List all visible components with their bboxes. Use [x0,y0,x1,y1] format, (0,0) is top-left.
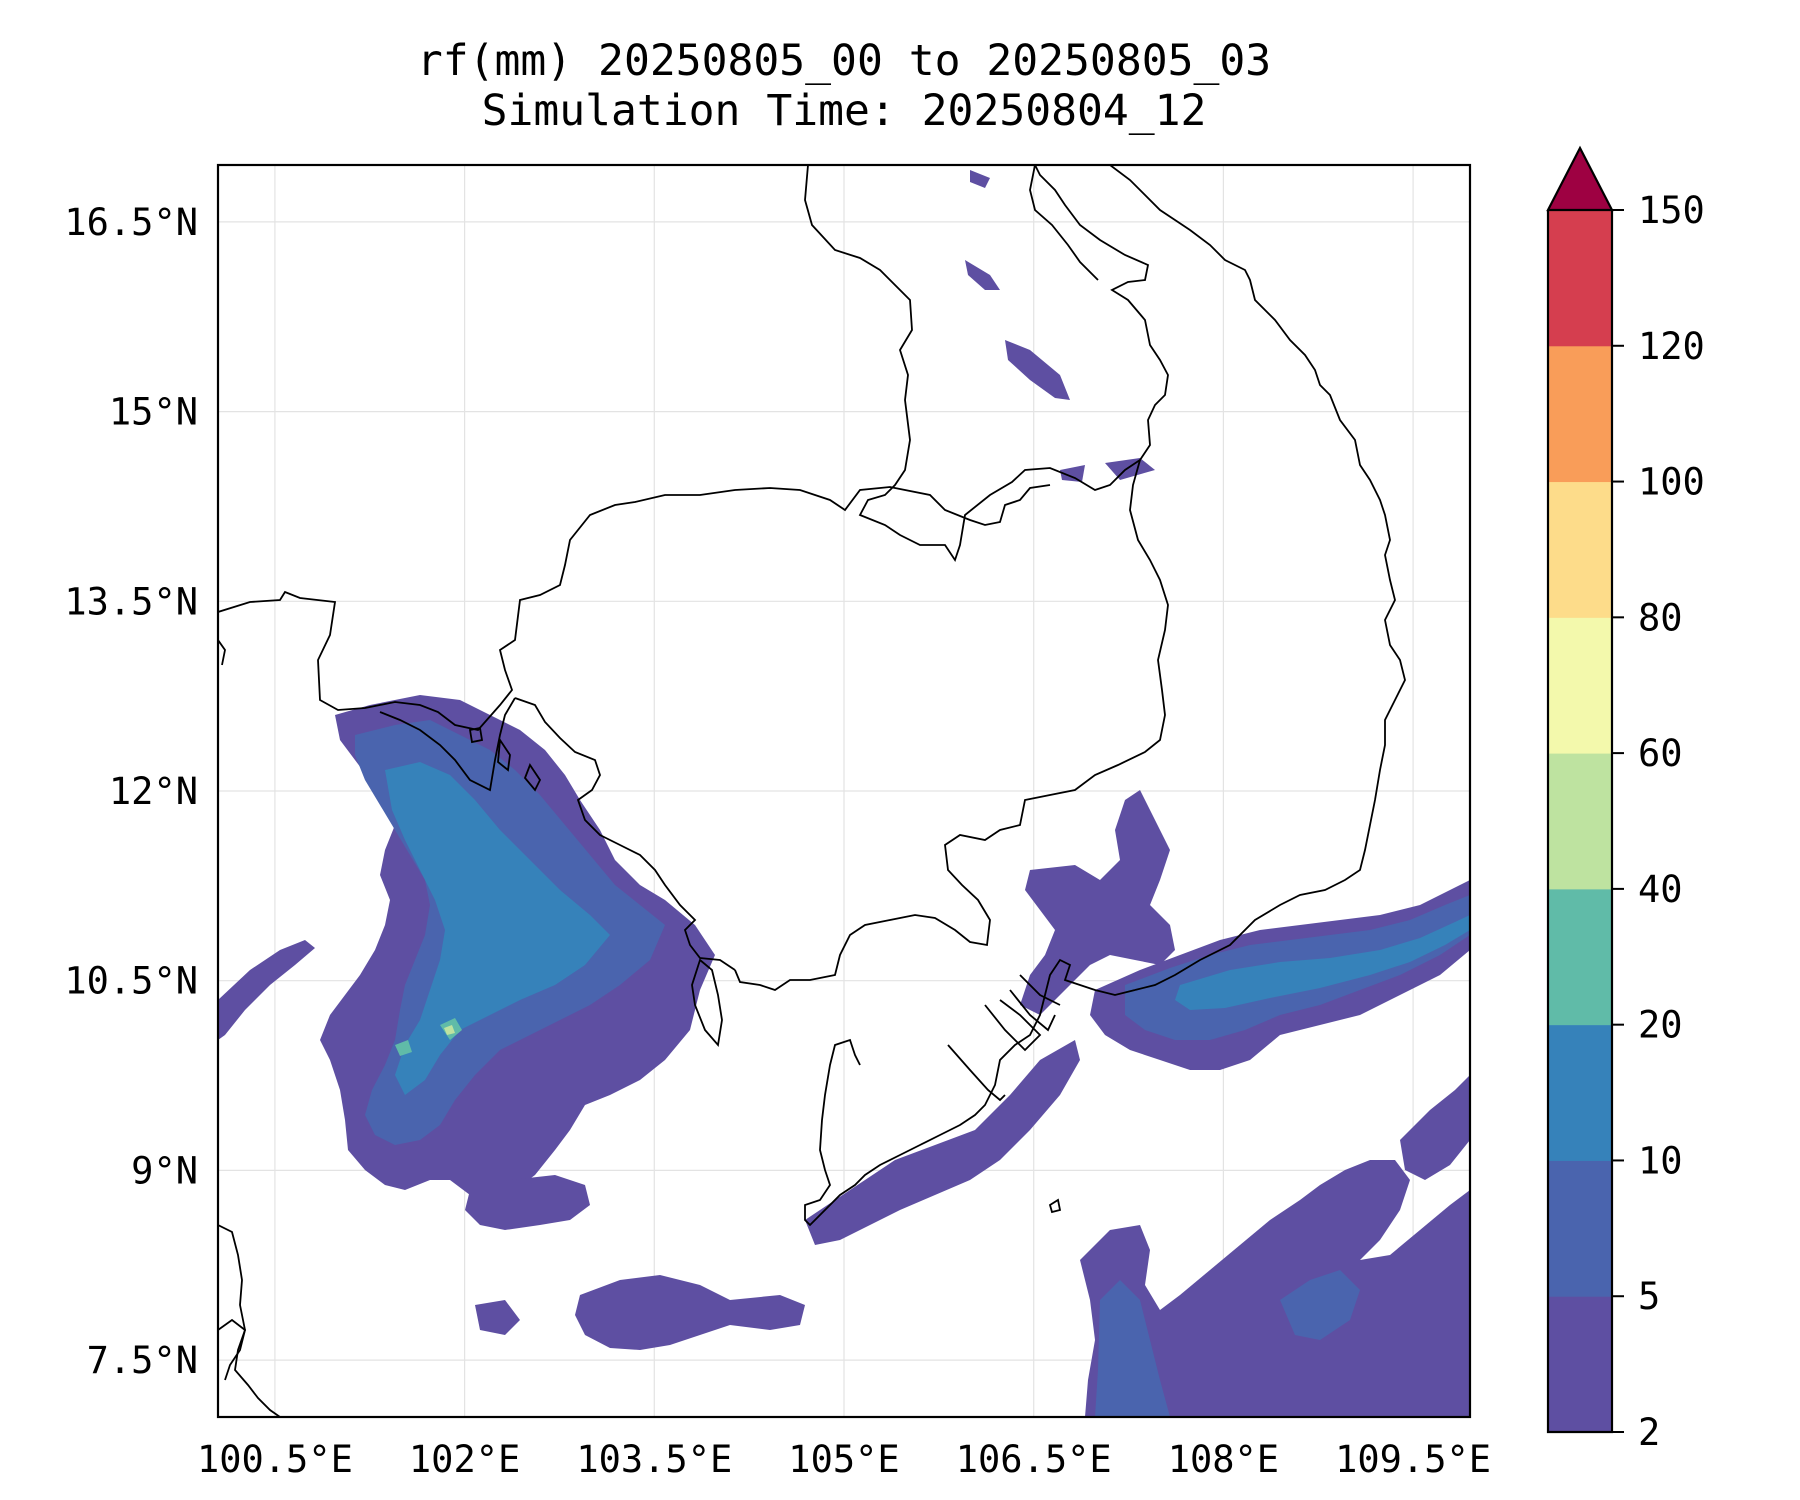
colorbar-segment [1548,1296,1612,1433]
thailand-east-coast [379,697,516,792]
lat-tick-label: 15°N [109,391,198,434]
rain-north-streak-1 [1005,340,1070,400]
colorbar-segment [1548,1024,1612,1161]
colorbar-tick-label: 40 [1638,868,1683,911]
rain-north-streak-5 [970,170,990,188]
lat-tick-label: 13.5°N [64,580,198,623]
lon-tick-label: 106.5°E [956,1438,1112,1481]
colorbar-segment [1548,888,1612,1026]
rain-gulf-core-10 [385,762,610,1095]
rain-south-blob-1 [465,1175,590,1230]
longitude-labels: 100.5°E 102°E 103.5°E 105°E 106.5°E 108°E 109.… [197,1438,1491,1481]
colorbar-tick-label: 20 [1638,1004,1683,1047]
lon-tick-label: 102°E [409,1438,520,1481]
rain-se-blob-2 [1400,1075,1470,1180]
cambodia-coast [514,697,736,971]
lon-tick-label: 103.5°E [576,1438,732,1481]
rain-north-streak-3 [1105,458,1155,480]
mekong-mouths [947,974,1061,1102]
cambodia-vietnam-border [734,459,1169,991]
con-dao-island [1048,1198,1062,1214]
rainfall-10-20-band [385,762,1470,1095]
rain-south-blob-2 [575,1275,805,1350]
thailand-border [218,484,1051,731]
rain-peak-max [444,1025,455,1035]
rain-se-core-5b [1280,1270,1360,1340]
lat-tick-label: 7.5°N [87,1339,198,1382]
lat-tick-label: 9°N [131,1149,198,1192]
malaysia-coast [218,1224,281,1417]
rain-peak-2 [395,1040,412,1056]
colorbar-tick-label: 80 [1638,596,1683,639]
colorbar: 2 5 10 20 40 60 80 100 120 150 [1546,145,1705,1454]
rain-north-streak-2 [965,260,1000,290]
title-line-2: Simulation Time: 20250804_12 [481,86,1207,136]
lon-tick-label: 108°E [1168,1438,1279,1481]
colorbar-tick-label: 150 [1638,189,1705,232]
colorbar-segment [1548,481,1612,618]
rain-se-core-5 [1095,1280,1170,1417]
rain-sea-core-10 [1175,915,1470,1010]
map-frame [216,163,1472,1419]
rain-west-blob [218,940,315,1040]
colorbar-segment [1548,617,1612,754]
malay-west-coast [218,1318,247,1381]
latitude-labels: 16.5°N 15°N 13.5°N 12°N 10.5°N 9°N 7.5°N [64,201,198,1382]
lat-tick-label: 16.5°N [64,201,198,244]
lat-tick-label: 10.5°N [64,960,198,1003]
colorbar-segment [1548,753,1612,890]
map-title: rf(mm) 20250805_00 to 20250805_03 Simula… [218,36,1470,136]
rain-south-blob-3 [475,1300,520,1335]
colorbar-extend-arrow [1546,145,1614,212]
phu-quoc-island [691,958,723,1048]
lon-tick-label: 105°E [788,1438,899,1481]
coastlines-borders [218,165,1406,1417]
colorbar-tick-label: 10 [1638,1139,1683,1182]
colorbar-tick-label: 60 [1638,732,1683,775]
colorbar-segment [1548,210,1612,347]
rain-east-cluster [1020,790,1175,1015]
lat-tick-label: 12°N [109,770,198,813]
colorbar-segment [1548,1160,1612,1297]
colorbar-frame [1546,210,1614,1434]
islands-ne-gulf [468,726,542,792]
colorbar-tick-label: 100 [1638,461,1705,504]
colorbar-tick-label: 2 [1638,1411,1660,1454]
colorbar-tick-label: 120 [1638,325,1705,368]
colorbar-tick-label: 5 [1638,1275,1660,1318]
colorbar-segment [1548,345,1612,483]
rain-southeast-field [1080,1160,1470,1417]
map-content [218,165,1470,1417]
vietnam-coast-north [1109,165,1406,991]
myanmar-border-fragment [218,639,226,666]
laos-border [804,165,1169,563]
rain-north-streak-4 [1060,465,1085,482]
rainfall-40-60-band [444,1025,455,1035]
laos-inner-border [1029,165,1099,281]
lon-tick-label: 109.5°E [1335,1438,1491,1481]
lon-tick-label: 100.5°E [197,1438,353,1481]
mekong-delta-coast [804,958,1136,1227]
title-line-1: rf(mm) 20250805_00 to 20250805_03 [416,36,1272,86]
rain-mekong-delta-band [805,1040,1080,1245]
